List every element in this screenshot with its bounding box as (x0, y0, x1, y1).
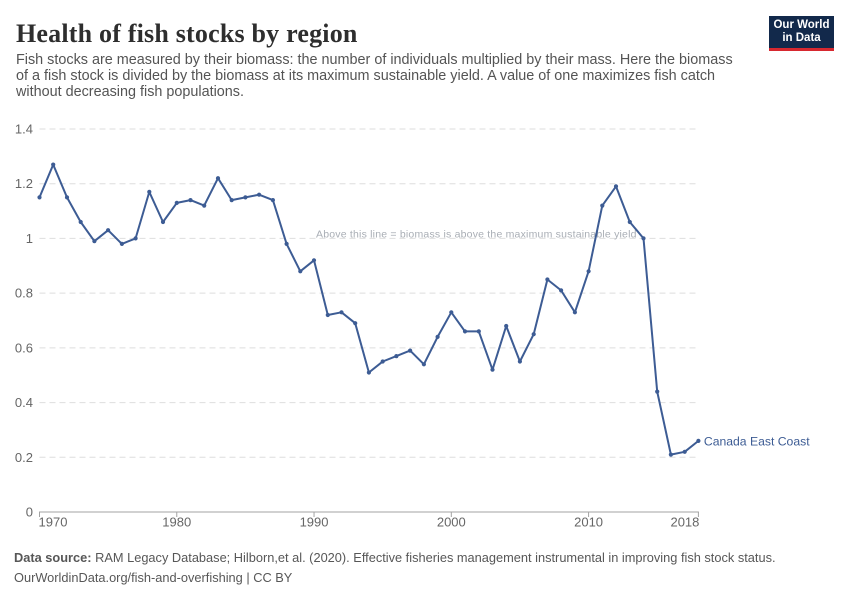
data-point-marker (641, 236, 646, 241)
y-tick-label: 1.4 (15, 122, 33, 137)
data-point-marker (517, 359, 523, 364)
y-tick-label: 0.6 (15, 340, 33, 355)
x-tick-label: 1980 (162, 515, 191, 530)
x-tick-label: 2000 (437, 515, 466, 530)
owid-logo-line2: in Data (782, 32, 821, 44)
chart-footer: Data source: RAM Legacy Database; Hilbor… (14, 548, 776, 588)
data-point-marker (325, 312, 330, 318)
y-tick-label: 0.8 (15, 286, 33, 301)
data-point-marker (655, 389, 660, 394)
data-point-marker (37, 195, 42, 200)
data-point-marker (174, 200, 179, 205)
data-point-marker (627, 219, 632, 225)
data-point-marker (600, 203, 605, 208)
data-source-label: Data source: (14, 550, 92, 565)
data-point-marker (64, 195, 70, 200)
x-tick-label: 1970 (39, 515, 68, 530)
data-point-marker (339, 310, 344, 315)
data-point-marker (133, 236, 138, 241)
y-tick-label: 1.2 (15, 176, 33, 191)
data-source-text: RAM Legacy Database; Hilborn,et al. (202… (91, 550, 776, 565)
series-label: Canada East Coast (704, 434, 810, 448)
x-tick-label: 1990 (300, 515, 329, 530)
data-point-marker (78, 219, 83, 225)
data-point-marker (92, 239, 97, 244)
data-point-marker (380, 359, 385, 364)
data-point-marker (586, 269, 591, 274)
y-tick-label: 0.4 (15, 395, 33, 410)
y-tick-label: 0.2 (15, 450, 33, 465)
data-point-marker (353, 321, 358, 326)
chart-subtitle: Fish stocks are measured by their biomas… (16, 52, 733, 100)
data-point-marker (106, 228, 111, 233)
data-point-marker (462, 329, 468, 334)
data-point-marker (449, 310, 454, 315)
data-point-marker (394, 354, 399, 359)
owid-logo: Our World in Data (769, 16, 834, 51)
y-tick-label: 1 (26, 231, 33, 246)
data-point-marker (668, 452, 674, 457)
data-point-marker (229, 198, 234, 203)
data-point-marker (270, 198, 275, 203)
y-tick-label: 0 (26, 505, 33, 520)
data-point-marker (160, 219, 166, 225)
data-point-marker (531, 332, 536, 337)
series-line (38, 163, 700, 456)
data-point-marker (696, 438, 701, 443)
msy-annotation: Above this line = biomass is above the m… (316, 228, 637, 240)
data-point-marker (188, 198, 193, 203)
x-tick-label: 2018 (670, 515, 699, 530)
license-line: OurWorldinData.org/fish-and-overfishing … (14, 570, 293, 585)
data-point-marker (202, 203, 207, 208)
data-point-marker (559, 288, 564, 293)
data-point-marker (435, 334, 440, 339)
data-point-marker (476, 329, 481, 334)
data-point-marker (421, 362, 426, 367)
data-point-marker (119, 241, 124, 246)
data-point-marker (51, 162, 56, 167)
data-point-marker (504, 323, 509, 329)
data-point-marker (284, 241, 289, 246)
data-point-marker (366, 370, 371, 375)
chart-title: Health of fish stocks by region (16, 19, 358, 48)
data-point-marker (147, 189, 152, 194)
data-point-marker (545, 277, 550, 282)
data-point-marker (215, 176, 221, 181)
owid-logo-line1: Our World (773, 18, 830, 31)
data-point-marker (311, 258, 317, 263)
data-point-marker (613, 184, 619, 189)
data-point-marker (490, 367, 495, 372)
data-point-marker (408, 348, 413, 353)
data-point-marker (243, 195, 248, 200)
data-point-marker (682, 449, 687, 454)
data-point-marker (298, 269, 303, 274)
x-tick-label: 2010 (574, 515, 603, 530)
data-point-marker (572, 310, 578, 315)
data-point-marker (257, 192, 262, 197)
data-source-line: Data source: RAM Legacy Database; Hilbor… (14, 548, 776, 568)
